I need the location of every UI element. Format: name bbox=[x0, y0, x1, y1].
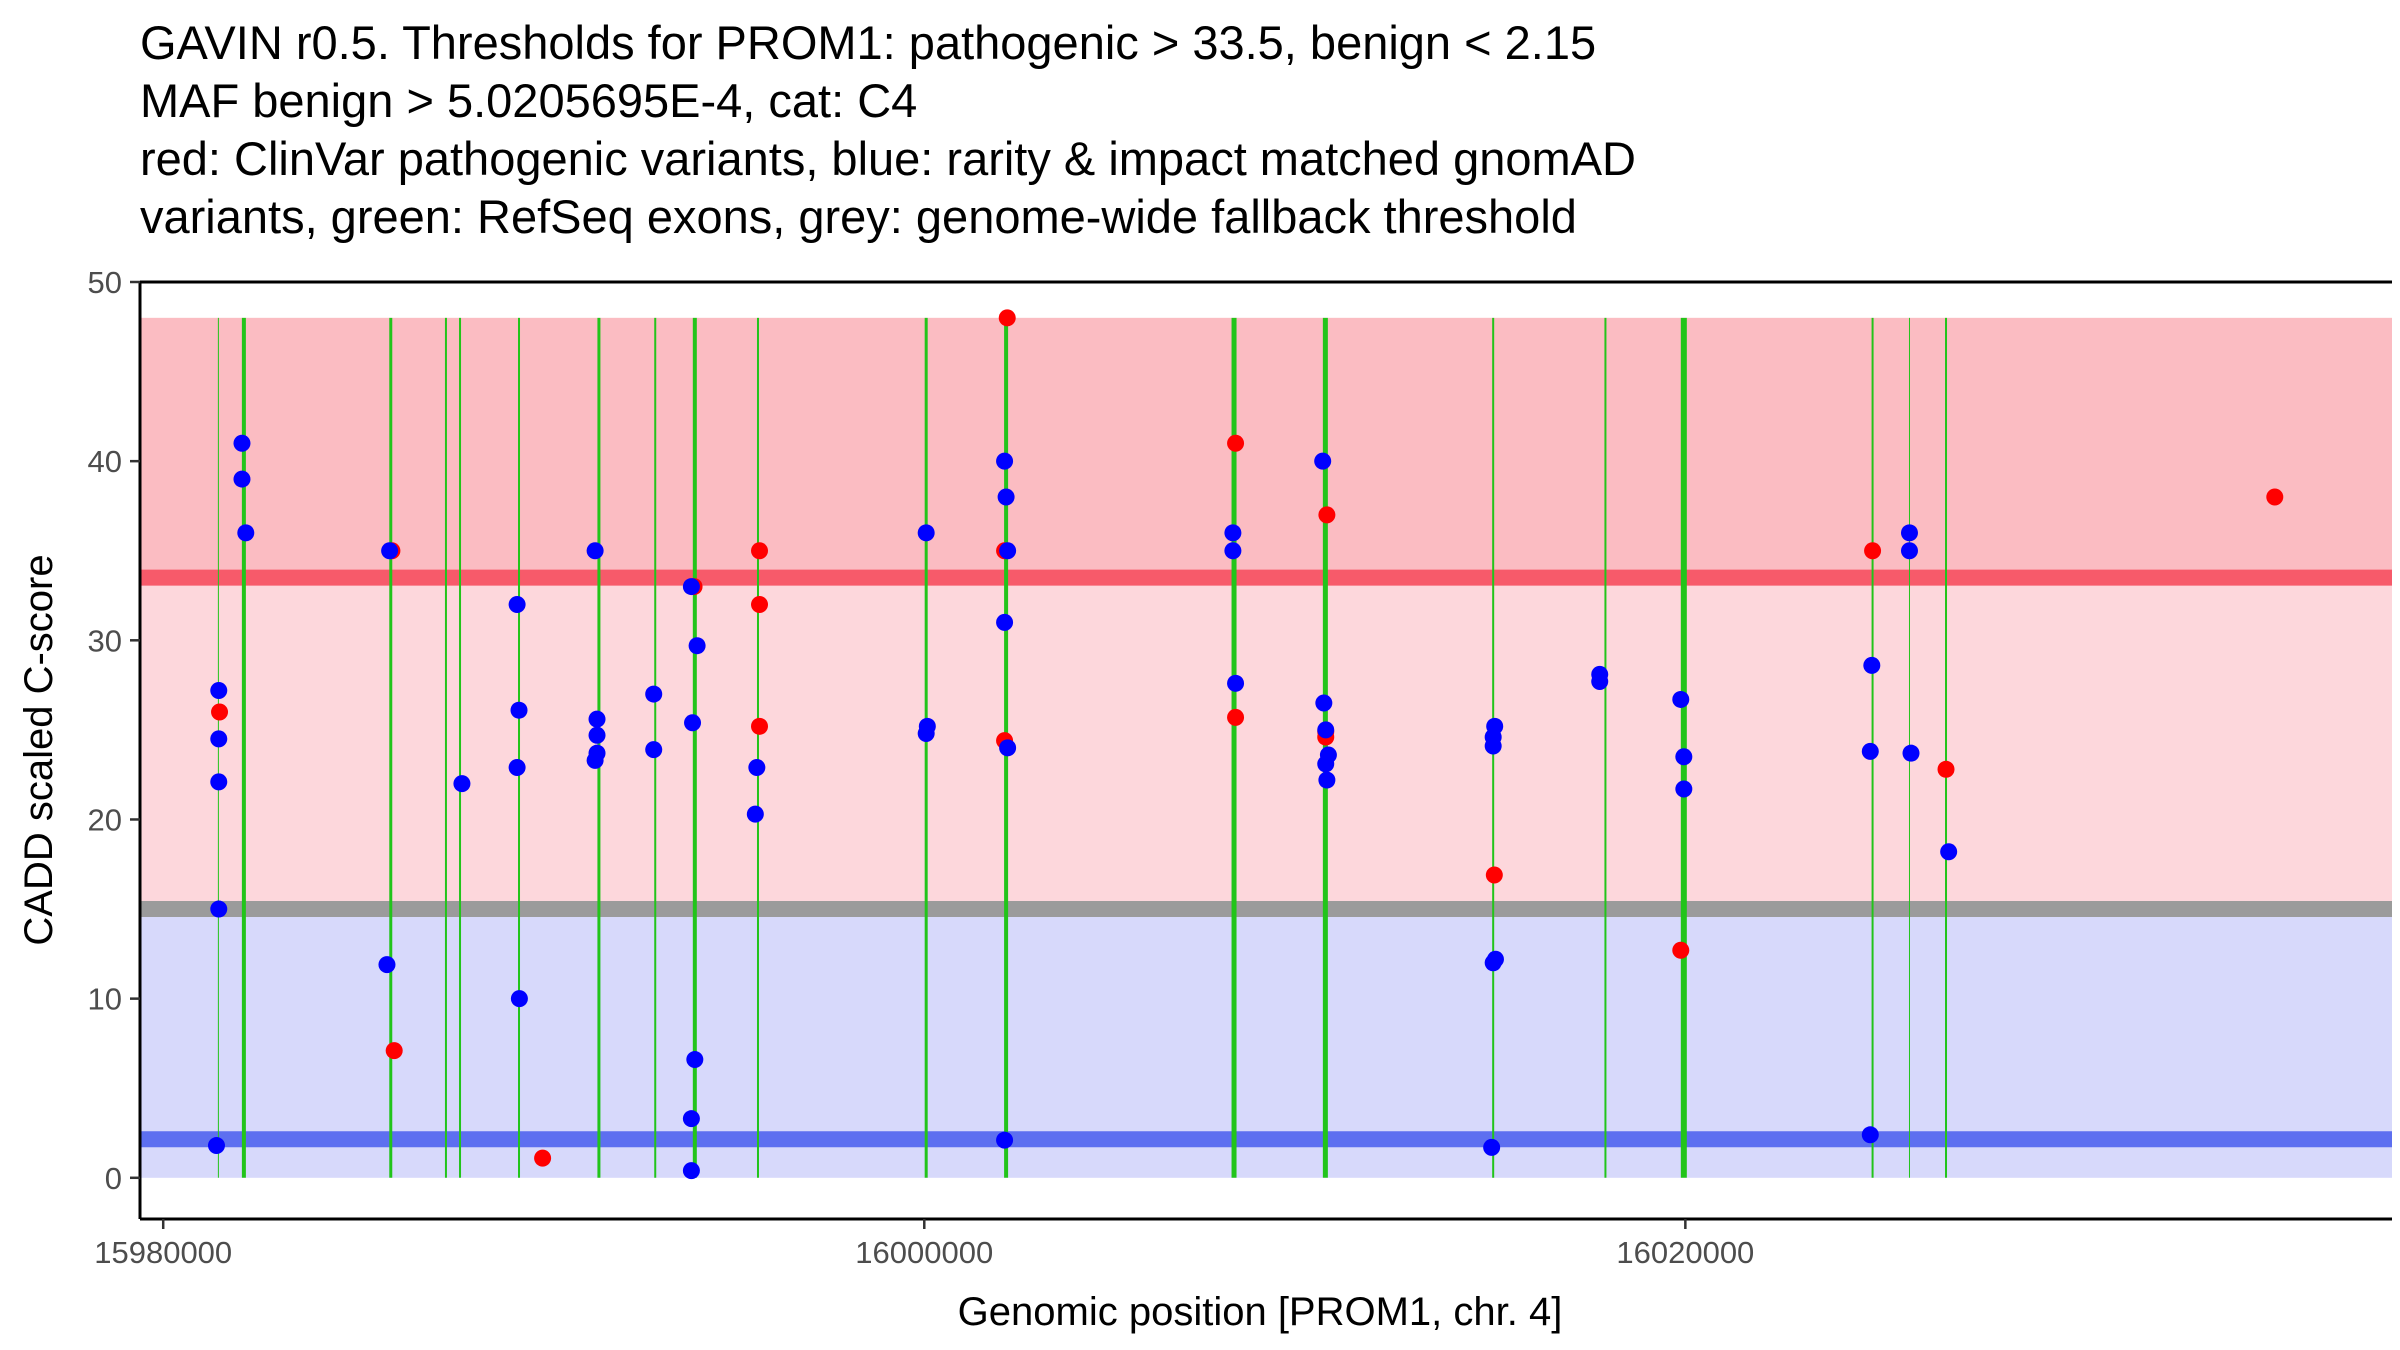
gnomad-point bbox=[682, 1162, 700, 1180]
gnomad-point bbox=[1675, 748, 1693, 766]
y-tick-label: 0 bbox=[105, 1161, 122, 1196]
gnomad-point bbox=[237, 524, 255, 542]
clinvar-point bbox=[1937, 760, 1955, 778]
gnomad-point bbox=[586, 751, 604, 769]
intermediate-region bbox=[140, 577, 2392, 910]
title-line-1: GAVIN r0.5. Thresholds for PROM1: pathog… bbox=[140, 16, 1597, 69]
gnomad-point bbox=[588, 710, 606, 728]
gnomad-point bbox=[233, 434, 251, 452]
threshold-lines bbox=[140, 569, 2392, 1148]
gnomad-point bbox=[210, 900, 228, 918]
gnomad-point bbox=[746, 805, 764, 823]
clinvar-point bbox=[2266, 488, 2284, 506]
gnomad-point bbox=[1318, 771, 1336, 789]
gnomad-point bbox=[1940, 843, 1958, 861]
gnomad-point bbox=[1484, 737, 1502, 755]
gnomad-point bbox=[1484, 954, 1502, 972]
gnomad-point bbox=[645, 741, 663, 759]
gnomad-point bbox=[682, 578, 700, 596]
gnomad-point bbox=[999, 542, 1017, 560]
chart-title: GAVIN r0.5. Thresholds for PROM1: pathog… bbox=[140, 14, 1636, 246]
clinvar-point bbox=[534, 1149, 552, 1167]
gnomad-point bbox=[748, 759, 766, 777]
gnomad-point bbox=[917, 724, 935, 742]
clinvar-point bbox=[211, 703, 229, 721]
gnomad-point bbox=[686, 1051, 704, 1069]
gnomad-point bbox=[378, 956, 396, 974]
axes: 0 10 20 30 40 50 15980000 16000000 16020000 bbox=[88, 265, 2392, 1270]
y-tick-label: 40 bbox=[88, 444, 122, 479]
gnomad-point bbox=[1675, 780, 1693, 798]
gnomad-point bbox=[508, 759, 526, 777]
y-tick-label: 50 bbox=[88, 265, 122, 300]
gnomad-point bbox=[510, 701, 528, 719]
x-axis-title: Genomic position [PROM1, chr. 4] bbox=[958, 1290, 1563, 1334]
gnomad-point bbox=[1314, 452, 1332, 470]
y-tick-label: 20 bbox=[88, 802, 122, 837]
gnomad-point bbox=[210, 730, 228, 748]
gnomad-point bbox=[453, 775, 471, 793]
gnomad-point bbox=[1224, 542, 1242, 560]
y-axis-title: CADD scaled C-score bbox=[17, 554, 61, 945]
gnomad-point bbox=[1224, 524, 1242, 542]
clinvar-point bbox=[385, 1042, 403, 1060]
gnomad-point bbox=[1227, 674, 1245, 692]
gnomad-point bbox=[508, 595, 526, 613]
gnomad-point bbox=[682, 1110, 700, 1128]
x-tick-label: 16000000 bbox=[855, 1235, 993, 1270]
gnomad-point bbox=[210, 773, 228, 791]
gnomad-point bbox=[510, 990, 528, 1008]
clinvar-point bbox=[1318, 506, 1336, 524]
data-points bbox=[207, 309, 2284, 1180]
y-tick-label: 10 bbox=[88, 982, 122, 1017]
gnomad-point bbox=[1317, 755, 1335, 773]
gnomad-point bbox=[1317, 721, 1335, 739]
gnomad-point bbox=[1900, 542, 1918, 560]
x-tick-label: 15980000 bbox=[94, 1235, 232, 1270]
gnomad-point bbox=[997, 488, 1015, 506]
clinvar-point bbox=[751, 717, 769, 735]
gnomad-point bbox=[381, 542, 399, 560]
y-tick-label: 30 bbox=[88, 623, 122, 658]
clinvar-point bbox=[1485, 866, 1503, 884]
gnomad-point bbox=[996, 452, 1014, 470]
clinvar-point bbox=[1672, 941, 1690, 959]
gnomad-point bbox=[1483, 1138, 1501, 1156]
gnomad-point bbox=[1315, 694, 1333, 712]
gnomad-point bbox=[586, 542, 604, 560]
pathogenic-region bbox=[140, 317, 2392, 578]
clinvar-point bbox=[1227, 708, 1245, 726]
gnomad-point bbox=[1902, 744, 1920, 762]
clinvar-point bbox=[751, 595, 769, 613]
gnomad-point bbox=[1863, 656, 1881, 674]
gnomad-point bbox=[1861, 742, 1879, 760]
gnomad-point bbox=[917, 524, 935, 542]
gnomad-point bbox=[996, 613, 1014, 631]
threshold-regions bbox=[140, 317, 2392, 1178]
gnomad-point bbox=[684, 714, 702, 732]
gnomad-point bbox=[1672, 690, 1690, 708]
clinvar-point bbox=[998, 309, 1016, 327]
clinvar-point bbox=[1227, 434, 1245, 452]
clinvar-point bbox=[1864, 542, 1882, 560]
x-tick-label: 16020000 bbox=[1616, 1235, 1754, 1270]
title-line-2: MAF benign > 5.0205695E-4, cat: C4 bbox=[140, 74, 918, 127]
gnomad-point bbox=[1861, 1126, 1879, 1144]
gnomad-point bbox=[996, 1131, 1014, 1149]
gnomad-point bbox=[233, 470, 251, 488]
title-line-3: red: ClinVar pathogenic variants, blue: … bbox=[140, 132, 1636, 185]
gnomad-point bbox=[999, 739, 1017, 757]
gnomad-point bbox=[688, 637, 706, 655]
gnomad-point bbox=[645, 685, 663, 703]
gnomad-point bbox=[207, 1137, 225, 1155]
gnomad-point bbox=[1900, 524, 1918, 542]
title-line-4: variants, green: RefSeq exons, grey: gen… bbox=[140, 190, 1577, 243]
gnomad-point bbox=[1591, 673, 1609, 691]
clinvar-point bbox=[751, 542, 769, 560]
gnomad-point bbox=[210, 681, 228, 699]
gnomad-point bbox=[588, 726, 606, 744]
